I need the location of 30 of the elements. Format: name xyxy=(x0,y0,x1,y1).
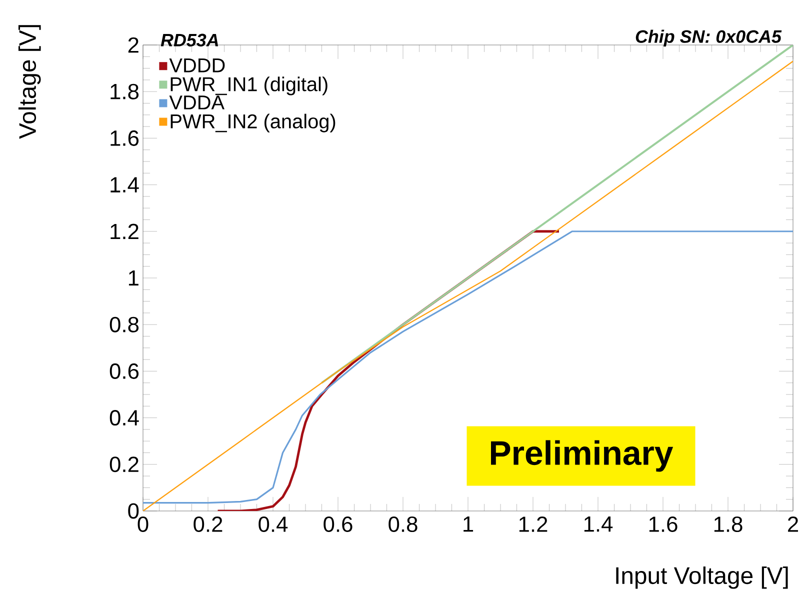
x-tick-label: 0.8 xyxy=(388,516,418,532)
y-tick-label: 1 xyxy=(128,270,138,286)
legend-label: PWR_IN1 (digital) xyxy=(170,76,328,96)
x-tick-label: 0.4 xyxy=(258,516,288,532)
y-tick-label: 1.2 xyxy=(110,224,138,240)
y-tick-label: 1.8 xyxy=(110,84,139,100)
y-tick-label: 0.6 xyxy=(110,363,139,379)
y-tick-label: 0.4 xyxy=(110,410,139,426)
y-tick-label: 0.2 xyxy=(110,456,138,472)
x-tick-label: 2 xyxy=(788,516,798,532)
legend-label: VDDA xyxy=(169,96,225,110)
y-tick-label: 0 xyxy=(128,503,139,519)
y-tick-label: 0.8 xyxy=(110,316,139,332)
legend-label: VDDD xyxy=(169,58,225,72)
y-tick-label: 2 xyxy=(128,37,138,53)
x-tick-label: 1.4 xyxy=(584,516,613,532)
x-tick-label: 0.6 xyxy=(324,516,352,532)
annotation: Preliminary xyxy=(491,440,674,472)
legend-label: PWR_IN2 (analog) xyxy=(170,114,336,132)
x-tick-label: 1.6 xyxy=(649,516,678,532)
x-axis-title: Input Voltage [V] xyxy=(616,566,788,589)
x-tick-label: 0.2 xyxy=(194,516,222,532)
x-tick-label: 1.2 xyxy=(519,516,548,532)
x-tick-label: 1 xyxy=(464,516,474,532)
y-tick-label: 1.6 xyxy=(110,130,139,146)
annotation: Chip SN: 0x0CA5 xyxy=(636,30,782,46)
y-axis-title: Voltage [V] xyxy=(18,25,41,139)
annotation: RD53A xyxy=(160,34,218,46)
x-tick-label: 1.8 xyxy=(714,516,742,532)
y-tick-label: 1.4 xyxy=(110,177,139,192)
